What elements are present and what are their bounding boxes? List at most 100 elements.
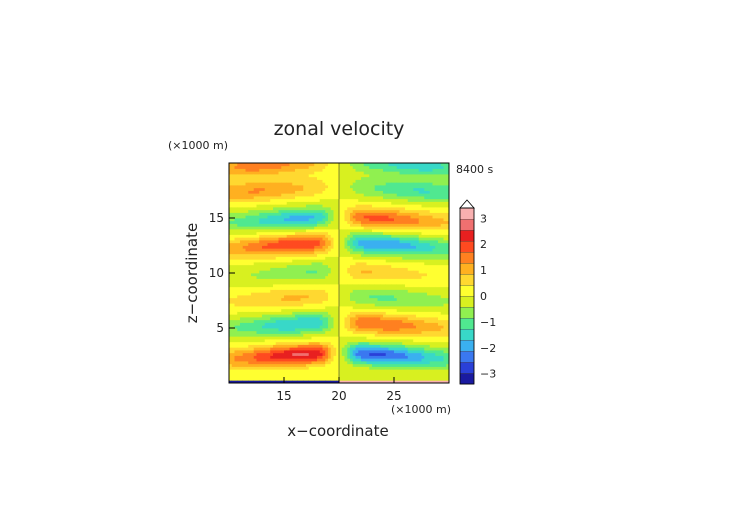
heatmap-cell (383, 333, 387, 337)
heatmap-cell (284, 174, 288, 178)
heatmap-cell (286, 377, 290, 381)
heatmap-cell (262, 165, 266, 169)
heatmap-cell (347, 281, 351, 285)
heatmap-cell (286, 339, 290, 343)
heatmap-cell (328, 284, 332, 288)
heatmap-cell (292, 352, 296, 356)
heatmap-cell (273, 317, 277, 321)
heatmap-cell (308, 295, 312, 299)
heatmap-cell (317, 328, 321, 332)
heatmap-cell (262, 187, 266, 191)
heatmap-cell (377, 361, 381, 365)
heatmap-cell (273, 347, 277, 351)
heatmap-cell (240, 380, 244, 384)
heatmap-cell (289, 231, 293, 235)
heatmap-cell (350, 286, 354, 290)
heatmap-cell (237, 322, 241, 326)
heatmap-cell (297, 165, 301, 169)
heatmap-cell (391, 317, 395, 321)
heatmap-cell (328, 317, 332, 321)
heatmap-cell (262, 322, 266, 326)
heatmap-cell (388, 220, 392, 224)
heatmap-cell (391, 286, 395, 290)
heatmap-cell (259, 229, 263, 233)
heatmap-cell (273, 328, 277, 332)
heatmap-cell (231, 306, 235, 310)
heatmap-cell (264, 204, 268, 208)
heatmap-cell (385, 256, 389, 260)
heatmap-cell (286, 311, 290, 315)
heatmap-cell (394, 355, 398, 359)
heatmap-cell (292, 311, 296, 315)
heatmap-cell (319, 306, 323, 310)
heatmap-cell (350, 215, 354, 219)
heatmap-cell (275, 242, 279, 246)
heatmap-cell (380, 341, 384, 345)
heatmap-cell (259, 179, 263, 183)
heatmap-cell (245, 193, 249, 197)
heatmap-cell (256, 259, 260, 263)
heatmap-cell (385, 185, 389, 189)
heatmap-cell (347, 311, 351, 315)
heatmap-cell (289, 325, 293, 329)
heatmap-cell (275, 234, 279, 238)
heatmap-cell (300, 218, 304, 222)
heatmap-cell (275, 196, 279, 200)
heatmap-cell (396, 248, 400, 252)
heatmap-cell (339, 187, 343, 191)
heatmap-cell (295, 278, 299, 282)
heatmap-cell (344, 259, 348, 263)
heatmap-cell (325, 352, 329, 356)
heatmap-cell (361, 350, 365, 354)
heatmap-cell (328, 267, 332, 271)
heatmap-cell (383, 369, 387, 373)
heatmap-cell (383, 267, 387, 271)
heatmap-cell (286, 223, 290, 227)
heatmap-cell (270, 215, 274, 219)
heatmap-cell (383, 174, 387, 178)
heatmap-cell (297, 174, 301, 178)
heatmap-cell (278, 306, 282, 310)
heatmap-cell (275, 270, 279, 274)
heatmap-cell (361, 223, 365, 227)
heatmap-cell (388, 344, 392, 348)
heatmap-cell (352, 187, 356, 191)
heatmap-cell (333, 295, 337, 299)
heatmap-cell (259, 259, 263, 263)
heatmap-cell (292, 270, 296, 274)
heatmap-cell (383, 176, 387, 180)
heatmap-cell (292, 190, 296, 194)
heatmap-cell (297, 281, 301, 285)
heatmap-cell (245, 237, 249, 241)
heatmap-cell (396, 223, 400, 227)
heatmap-cell (366, 207, 370, 211)
heatmap-cell (281, 240, 285, 244)
heatmap-cell (229, 275, 233, 279)
heatmap-cell (308, 380, 312, 384)
heatmap-cell (300, 350, 304, 354)
heatmap-cell (352, 344, 356, 348)
heatmap-cell (336, 289, 340, 293)
heatmap-cell (319, 201, 323, 205)
heatmap-cell (295, 273, 299, 277)
heatmap-cell (330, 314, 334, 318)
heatmap-cell (347, 171, 351, 175)
heatmap-cell (344, 372, 348, 376)
heatmap-cell (256, 355, 260, 359)
heatmap-cell (275, 292, 279, 296)
heatmap-cell (256, 297, 260, 301)
heatmap-cell (240, 300, 244, 304)
heatmap-cell (278, 350, 282, 354)
heatmap-cell (295, 314, 299, 318)
heatmap-cell (292, 377, 296, 381)
heatmap-cell (372, 248, 376, 252)
heatmap-cell (333, 306, 337, 310)
heatmap-cell (314, 281, 318, 285)
heatmap-cell (394, 322, 398, 326)
heatmap-cell (325, 187, 329, 191)
heatmap-cell (262, 297, 266, 301)
heatmap-cell (372, 240, 376, 244)
heatmap-cell (391, 240, 395, 244)
heatmap-cell (256, 179, 260, 183)
heatmap-cell (270, 319, 274, 323)
